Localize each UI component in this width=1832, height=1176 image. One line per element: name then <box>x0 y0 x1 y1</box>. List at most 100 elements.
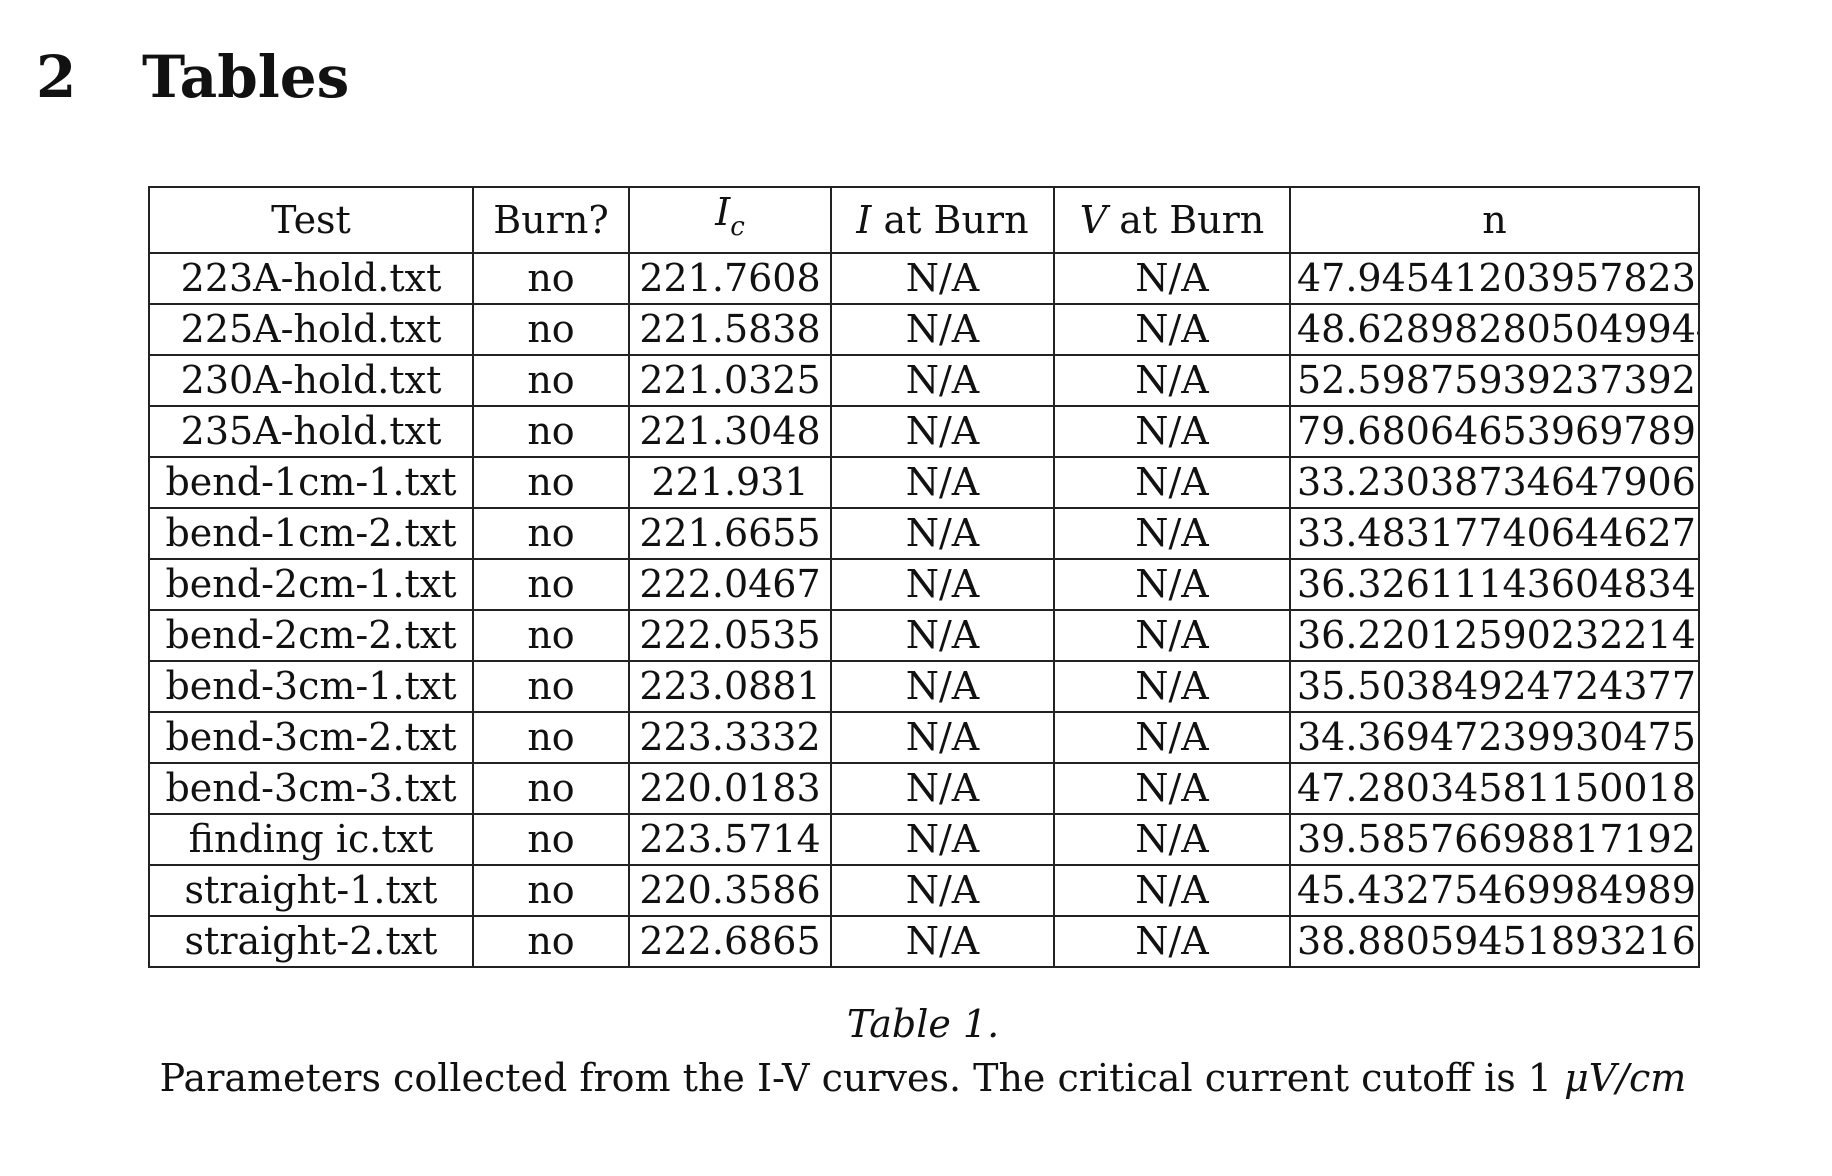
cell-burn: no <box>472 303 630 356</box>
cell-n: 39.585766988171926 <box>1289 813 1700 866</box>
cell-i-at-burn: N/A <box>830 660 1055 713</box>
table-container: Test Burn? Ic I at Burn V at Burn n 223A… <box>148 186 1700 968</box>
cell-v-at-burn: N/A <box>1053 252 1291 305</box>
cell-test: 235A-hold.txt <box>148 405 474 458</box>
cell-burn: no <box>472 507 630 560</box>
cell-ic: 221.6655 <box>628 507 832 560</box>
cell-burn: no <box>472 558 630 611</box>
table-row: bend-3cm-2.txt no 223.3332 N/A N/A 34.3694723… <box>148 711 1700 764</box>
cell-test: bend-3cm-2.txt <box>148 711 474 764</box>
cell-burn: no <box>472 456 630 509</box>
cell-i-at-burn: N/A <box>830 711 1055 764</box>
cell-test: bend-3cm-3.txt <box>148 762 474 815</box>
header-n: n <box>1289 186 1700 254</box>
cell-test: 225A-hold.txt <box>148 303 474 356</box>
cell-test: straight-1.txt <box>148 864 474 917</box>
cell-i-at-burn: N/A <box>830 456 1055 509</box>
cell-v-at-burn: N/A <box>1053 609 1291 662</box>
header-ic-symbol: I <box>715 190 731 234</box>
cell-i-at-burn: N/A <box>830 507 1055 560</box>
cell-v-at-burn: N/A <box>1053 507 1291 560</box>
cell-v-at-burn: N/A <box>1053 660 1291 713</box>
table-caption-label: Table 1. <box>846 1002 1000 1046</box>
header-i-symbol: I <box>856 197 872 242</box>
cell-i-at-burn: N/A <box>830 405 1055 458</box>
table-row: bend-1cm-1.txt no 221.931 N/A N/A 33.23038734… <box>148 456 1700 509</box>
cell-ic: 220.0183 <box>628 762 832 815</box>
table-row: 225A-hold.txt no 221.5838 N/A N/A 48.62898280… <box>148 303 1700 356</box>
cell-burn: no <box>472 609 630 662</box>
header-v-symbol: V <box>1079 197 1108 242</box>
cell-i-at-burn: N/A <box>830 915 1055 968</box>
cell-i-at-burn: N/A <box>830 609 1055 662</box>
cell-ic: 222.0535 <box>628 609 832 662</box>
table-row: finding ic.txt no 223.5714 N/A N/A 39.5857669… <box>148 813 1700 866</box>
cell-v-at-burn: N/A <box>1053 915 1291 968</box>
header-v-at-burn: V at Burn <box>1053 186 1291 254</box>
cell-ic: 222.6865 <box>628 915 832 968</box>
section-title: Tables <box>142 43 350 111</box>
cell-test: 223A-hold.txt <box>148 252 474 305</box>
header-test: Test <box>148 186 474 254</box>
table-row: 235A-hold.txt no 221.3048 N/A N/A 79.68064653… <box>148 405 1700 458</box>
cell-i-at-burn: N/A <box>830 558 1055 611</box>
table-row: straight-2.txt no 222.6865 N/A N/A 38.8805945… <box>148 915 1700 968</box>
cell-v-at-burn: N/A <box>1053 354 1291 407</box>
cell-n: 34.369472399304755 <box>1289 711 1700 764</box>
header-i-at-burn-text: at Burn <box>871 197 1029 242</box>
cell-n: 52.59875939237392 <box>1289 354 1700 407</box>
section-number: 2 <box>36 43 77 111</box>
cell-v-at-burn: N/A <box>1053 762 1291 815</box>
table-row: 223A-hold.txt no 221.7608 N/A N/A 47.94541203… <box>148 252 1700 305</box>
cell-ic: 221.7608 <box>628 252 832 305</box>
cell-i-at-burn: N/A <box>830 762 1055 815</box>
cell-test: 230A-hold.txt <box>148 354 474 407</box>
cell-test: bend-1cm-1.txt <box>148 456 474 509</box>
cell-i-at-burn: N/A <box>830 864 1055 917</box>
cell-ic: 221.931 <box>628 456 832 509</box>
cell-v-at-burn: N/A <box>1053 303 1291 356</box>
table-row: bend-3cm-3.txt no 220.0183 N/A N/A 47.2803458… <box>148 762 1700 815</box>
header-ic: Ic <box>628 186 832 254</box>
cell-test: bend-2cm-2.txt <box>148 609 474 662</box>
cell-i-at-burn: N/A <box>830 813 1055 866</box>
header-burn: Burn? <box>472 186 630 254</box>
cell-test: finding ic.txt <box>148 813 474 866</box>
caption-unit: μV/cm <box>1564 1056 1687 1100</box>
cell-burn: no <box>472 762 630 815</box>
cell-v-at-burn: N/A <box>1053 864 1291 917</box>
cell-i-at-burn: N/A <box>830 252 1055 305</box>
cell-ic: 221.3048 <box>628 405 832 458</box>
cell-n: 36.22012590232214 <box>1289 609 1700 662</box>
table-row: bend-2cm-1.txt no 222.0467 N/A N/A 36.3261114… <box>148 558 1700 611</box>
cell-test: bend-1cm-2.txt <box>148 507 474 560</box>
cell-n: 45.43275469984989 <box>1289 864 1700 917</box>
cell-ic: 223.3332 <box>628 711 832 764</box>
cell-n: 38.88059451893216 <box>1289 915 1700 968</box>
cell-burn: no <box>472 711 630 764</box>
cell-v-at-burn: N/A <box>1053 456 1291 509</box>
header-i-at-burn: I at Burn <box>830 186 1055 254</box>
cell-n: 47.94541203957823 <box>1289 252 1700 305</box>
cell-burn: no <box>472 252 630 305</box>
cell-n: 48.628982805049944 <box>1289 303 1700 356</box>
cell-burn: no <box>472 864 630 917</box>
cell-n: 47.28034581150018 <box>1289 762 1700 815</box>
cell-ic: 221.5838 <box>628 303 832 356</box>
cell-i-at-burn: N/A <box>830 354 1055 407</box>
cell-n: 33.23038734647906 <box>1289 456 1700 509</box>
cell-ic: 222.0467 <box>628 558 832 611</box>
cell-n: 79.68064653969789 <box>1289 405 1700 458</box>
cell-n: 33.48317740644627 <box>1289 507 1700 560</box>
header-v-at-burn-text: at Burn <box>1107 197 1265 242</box>
cell-test: bend-3cm-1.txt <box>148 660 474 713</box>
parameters-table: Test Burn? Ic I at Burn V at Burn n 223A… <box>148 186 1700 968</box>
table-row: straight-1.txt no 220.3586 N/A N/A 45.4327546… <box>148 864 1700 917</box>
caption-description: Parameters collected from the I-V curves… <box>159 1056 1565 1100</box>
table-row: bend-2cm-2.txt no 222.0535 N/A N/A 36.2201259… <box>148 609 1700 662</box>
table-caption-text: Parameters collected from the I-V curves… <box>148 1053 1698 1103</box>
header-ic-subscript: c <box>730 212 745 242</box>
table-header-row: Test Burn? Ic I at Burn V at Burn n <box>148 186 1700 254</box>
cell-burn: no <box>472 354 630 407</box>
cell-test: straight-2.txt <box>148 915 474 968</box>
